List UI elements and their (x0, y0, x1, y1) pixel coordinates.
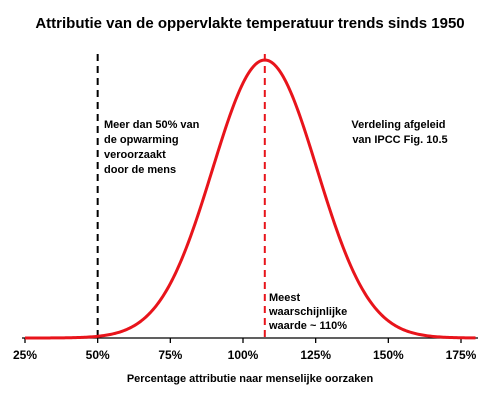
x-axis-title: Percentage attributie naar menselijke oo… (127, 373, 374, 385)
x-tick-label: 125% (300, 348, 331, 362)
annotation-ipcc-source: Verdeling afgeleid van IPCC Fig. 10.5 (351, 119, 448, 146)
annotation-most-likely: Meest waarschijnlijke waarde ~ 110% (268, 292, 350, 332)
x-tick-label: 25% (13, 348, 37, 362)
x-tick-label: 75% (158, 348, 182, 362)
x-tick-label: 100% (228, 348, 259, 362)
x-tick-label: 150% (373, 348, 404, 362)
annotation-human-cause: Meer dan 50% van de opwarming veroorzaak… (104, 119, 202, 176)
attribution-distribution-curve (24, 58, 476, 340)
chart-title: Attributie van de oppervlakte temperatuu… (35, 15, 464, 32)
x-tick-label: 175% (446, 348, 477, 362)
x-axis-ticks: 25% 50% 75% 100% 125% 150% 175% (13, 338, 477, 362)
x-tick-label: 50% (86, 348, 110, 362)
